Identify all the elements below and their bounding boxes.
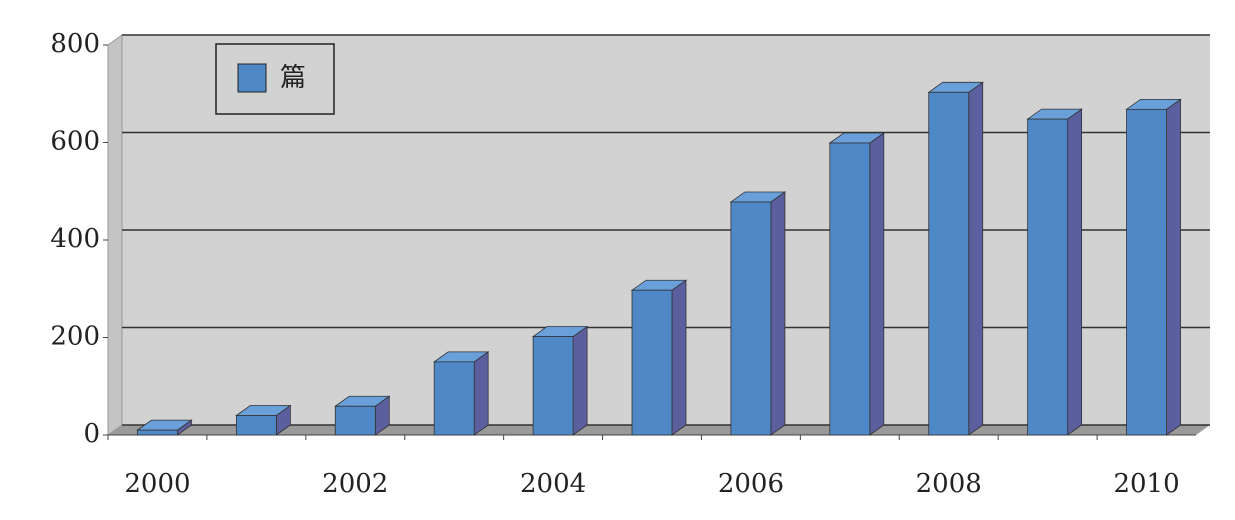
bar (829, 142, 871, 436)
y-tick-label: 800 (50, 29, 100, 59)
bar-side (671, 279, 687, 436)
x-tick-label: 2008 (916, 469, 982, 499)
bar (433, 361, 475, 436)
left-wall (107, 34, 123, 436)
x-tick-label: 2006 (718, 469, 784, 499)
legend-label: 篇 (280, 63, 306, 93)
bar (1126, 108, 1167, 436)
bar-side (770, 191, 786, 436)
bar-side (968, 81, 984, 436)
legend-swatch (237, 63, 267, 93)
bar (532, 336, 574, 436)
bar (334, 405, 376, 436)
bar (928, 91, 970, 436)
y-tick-label: 600 (50, 127, 100, 157)
x-tick-label: 2004 (520, 469, 586, 499)
bar (235, 415, 277, 436)
bar-side (1166, 98, 1181, 436)
x-tick-label: 2002 (322, 469, 388, 499)
legend (215, 43, 335, 115)
y-tick-label: 0 (83, 419, 100, 449)
bar-side (869, 132, 885, 436)
bar-side (1067, 108, 1083, 436)
x-tick-label: 2010 (1113, 469, 1179, 499)
bar-side (572, 325, 588, 436)
bar (1027, 118, 1069, 436)
bar (730, 201, 772, 436)
y-tick-label: 200 (50, 322, 100, 352)
bar (137, 429, 178, 436)
bar (631, 289, 673, 436)
y-tick-label: 400 (50, 224, 100, 254)
bar-side (473, 351, 489, 436)
x-tick-label: 2000 (124, 469, 190, 499)
